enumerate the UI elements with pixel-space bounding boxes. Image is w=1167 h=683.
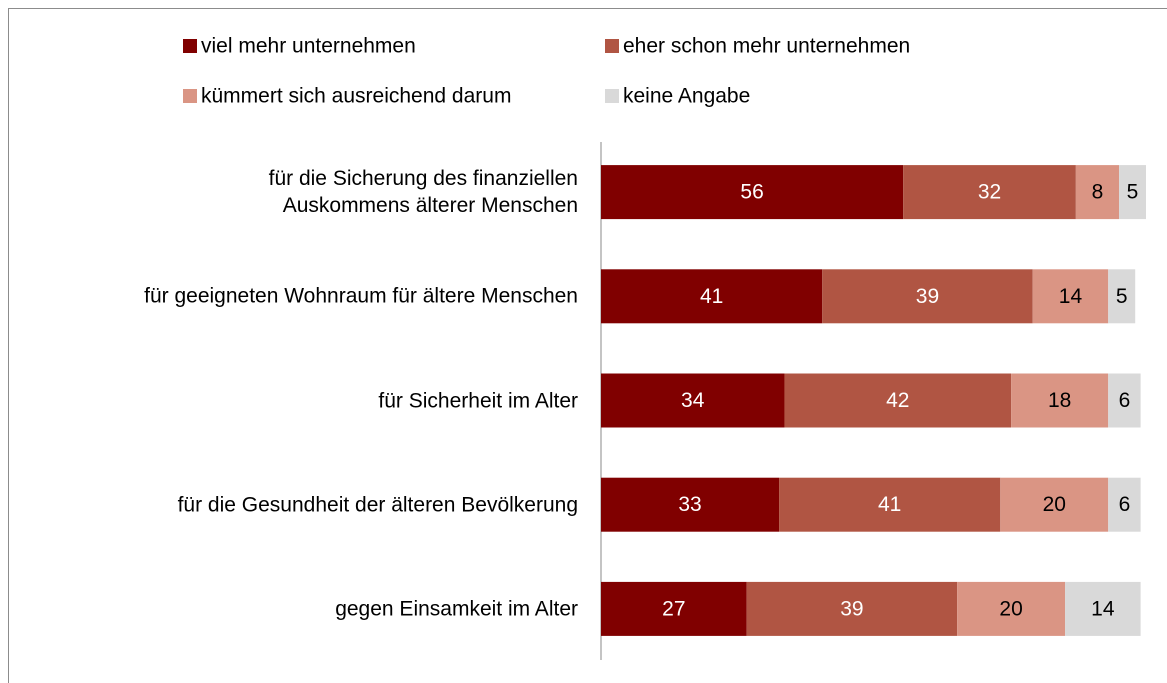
legend-swatch xyxy=(605,39,619,53)
bar-segment xyxy=(1000,477,1109,532)
value-label: 56 xyxy=(740,181,763,204)
legend-label: eher schon mehr unternehmen xyxy=(623,35,910,58)
bar-segment xyxy=(601,477,780,532)
bar-segment xyxy=(601,269,823,324)
category-label: für die Gesundheit der älteren Bevölkeru… xyxy=(177,493,578,517)
value-label: 6 xyxy=(1119,389,1131,412)
value-label: 5 xyxy=(1116,285,1128,308)
bar-segment xyxy=(903,165,1076,220)
value-label: 41 xyxy=(878,493,901,516)
legend-swatch xyxy=(605,89,619,103)
value-label: 27 xyxy=(662,597,685,620)
value-label: 18 xyxy=(1048,389,1071,412)
category-label: gegen Einsamkeit im Alter xyxy=(335,597,578,621)
bar-segment xyxy=(957,581,1066,636)
category-label: für Sicherheit im Alter xyxy=(378,389,578,412)
bar-segment xyxy=(1065,581,1141,636)
bar-segment xyxy=(779,477,1001,532)
category-label: für geeigneten Wohnraum für ältere Mensc… xyxy=(144,284,578,308)
bar-segment xyxy=(601,165,904,220)
bar-segment xyxy=(746,581,958,636)
bar-segment xyxy=(1119,165,1146,220)
bar-segment xyxy=(601,373,785,428)
bar-segment xyxy=(1108,269,1136,324)
bar-segment xyxy=(822,269,1033,324)
category-label: für die Sicherung des finanziellen Ausko… xyxy=(268,167,578,218)
value-label: 6 xyxy=(1119,493,1131,516)
value-label: 20 xyxy=(1043,493,1066,516)
value-label: 5 xyxy=(1127,181,1139,204)
legend-swatch xyxy=(183,89,197,103)
value-label: 32 xyxy=(978,181,1001,204)
bar-segment xyxy=(784,373,1012,428)
value-label: 39 xyxy=(916,285,939,308)
legend-label: kümmert sich ausreichend darum xyxy=(201,85,511,108)
bar-segment xyxy=(601,581,747,636)
value-label: 8 xyxy=(1092,181,1104,204)
value-label: 42 xyxy=(886,389,909,412)
value-label: 20 xyxy=(999,597,1022,620)
legend-label: keine Angabe xyxy=(623,85,750,108)
value-label: 39 xyxy=(840,597,863,620)
bar-segment xyxy=(1011,373,1109,428)
legend-swatch xyxy=(183,39,197,53)
chart-frame xyxy=(8,8,1167,683)
value-label: 14 xyxy=(1091,597,1115,620)
value-label: 33 xyxy=(678,493,701,516)
bar-segment xyxy=(1108,373,1141,428)
value-label: 41 xyxy=(700,285,723,308)
value-label: 14 xyxy=(1059,285,1083,308)
bar-segment xyxy=(1075,165,1120,220)
legend-label: viel mehr unternehmen xyxy=(201,35,416,58)
bar-segment xyxy=(1108,477,1141,532)
value-label: 34 xyxy=(681,389,705,412)
bar-segment xyxy=(1032,269,1109,324)
